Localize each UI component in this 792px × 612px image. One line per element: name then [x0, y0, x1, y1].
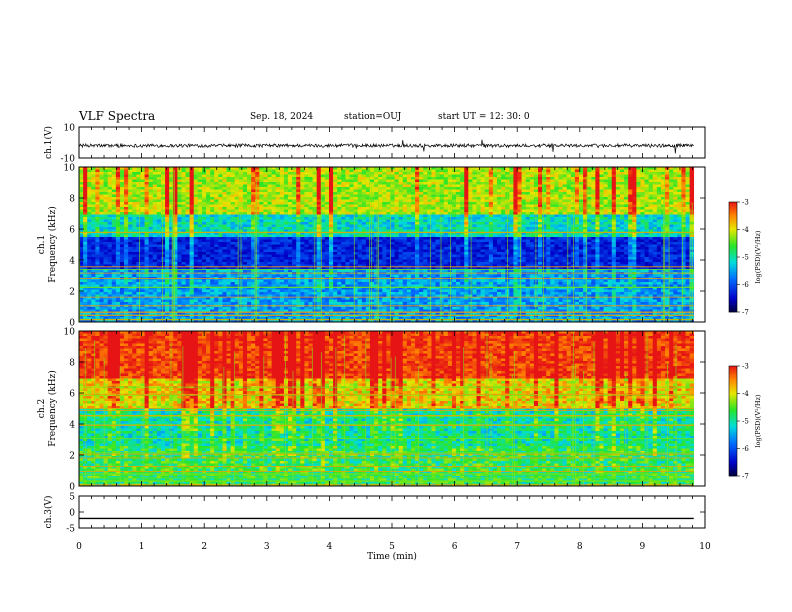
- date-label: Sep. 18, 2024: [250, 112, 314, 122]
- x-tick-label: 4: [327, 542, 333, 552]
- y-tick-label: -5: [66, 525, 75, 535]
- ch1-spectrogram-panel: 0 2 4 6 8 10 ch.1 Frequency (kHz): [37, 164, 706, 329]
- y-tick-label: 5: [69, 493, 75, 503]
- x-tick-label: 10: [699, 542, 711, 552]
- colorbar-tick-label: -3: [742, 199, 749, 207]
- colorbar-tick-label: -6: [742, 445, 749, 453]
- waveform-trace: [78, 139, 694, 154]
- x-tick-label: 6: [452, 542, 458, 552]
- y-tick-label: 2: [69, 288, 75, 298]
- colorbar-tick-label: -7: [742, 473, 749, 481]
- colorbar-tick-label: -5: [742, 418, 749, 426]
- y-axis-label: ch.2: [37, 399, 47, 418]
- y-tick-label: 10: [64, 124, 76, 134]
- colorbar-tick-label: -6: [742, 281, 749, 289]
- figure-title: VLF Spectra: [79, 109, 156, 123]
- x-tick-label: 8: [577, 542, 583, 552]
- x-tick-label: 2: [201, 542, 207, 552]
- y-axis-label: Frequency (kHz): [47, 206, 58, 283]
- x-tick-label: 0: [76, 542, 82, 552]
- y-tick-label: 6: [69, 226, 75, 236]
- y-axis-label: ch.1: [37, 235, 47, 254]
- x-tick-label: 3: [264, 542, 270, 552]
- y-axis-label: Frequency (kHz): [47, 370, 58, 447]
- spectrogram-image: [79, 167, 695, 323]
- y-tick-label: 4: [69, 257, 75, 267]
- y-tick-label: 6: [69, 390, 75, 400]
- y-tick-label: 2: [69, 452, 75, 462]
- colorbar-tick-label: -4: [742, 390, 749, 398]
- colorbar-tick-label: -5: [742, 254, 749, 262]
- y-tick-label: 8: [69, 359, 75, 369]
- y-tick-label: -10: [61, 155, 76, 165]
- spectrogram-image: [79, 331, 695, 487]
- colorbar-label: log(PSD)(V²/Hz): [754, 230, 762, 283]
- y-tick-label: 0: [69, 509, 75, 519]
- colorbar-tick-label: -3: [742, 363, 749, 371]
- y-axis-label: ch.3(V): [43, 496, 54, 529]
- y-tick-label: 8: [69, 195, 75, 205]
- x-tick-label: 9: [640, 542, 646, 552]
- ch1-waveform-panel: 10 -10 ch.1(V): [43, 124, 706, 165]
- x-tick-label: 5: [389, 542, 395, 552]
- y-tick-label: 0: [69, 319, 75, 329]
- y-tick-label: 4: [69, 421, 75, 431]
- y-tick-label: 10: [64, 328, 76, 338]
- colorbar-label: log(PSD)(V²/Hz): [754, 394, 762, 447]
- y-tick-label: 10: [64, 164, 76, 174]
- colorbar-tick-label: -4: [742, 226, 749, 234]
- colorbar: -3 -4 -5 -6 -7 log(PSD)(V²/Hz): [728, 363, 762, 481]
- colorbar-tick-label: -7: [742, 309, 749, 317]
- start-time-label: start UT = 12: 30: 0: [438, 112, 530, 122]
- y-tick-label: 0: [69, 483, 75, 493]
- station-label: station=OUJ: [344, 112, 402, 122]
- x-axis-label: Time (min): [367, 551, 417, 562]
- y-axis-label: ch.1(V): [43, 126, 54, 159]
- colorbars: -3 -4 -5 -6 -7 log(PSD)(V²/Hz) -3 -4 -5 -6 -7 log(P…: [728, 199, 762, 481]
- x-tick-label: 7: [514, 542, 520, 552]
- x-tick-label: 1: [139, 542, 145, 552]
- ch2-spectrogram-panel: 0 2 4 6 8 10 ch.2 Frequency (kHz): [37, 328, 706, 493]
- colorbar: -3 -4 -5 -6 -7 log(PSD)(V²/Hz): [728, 199, 762, 317]
